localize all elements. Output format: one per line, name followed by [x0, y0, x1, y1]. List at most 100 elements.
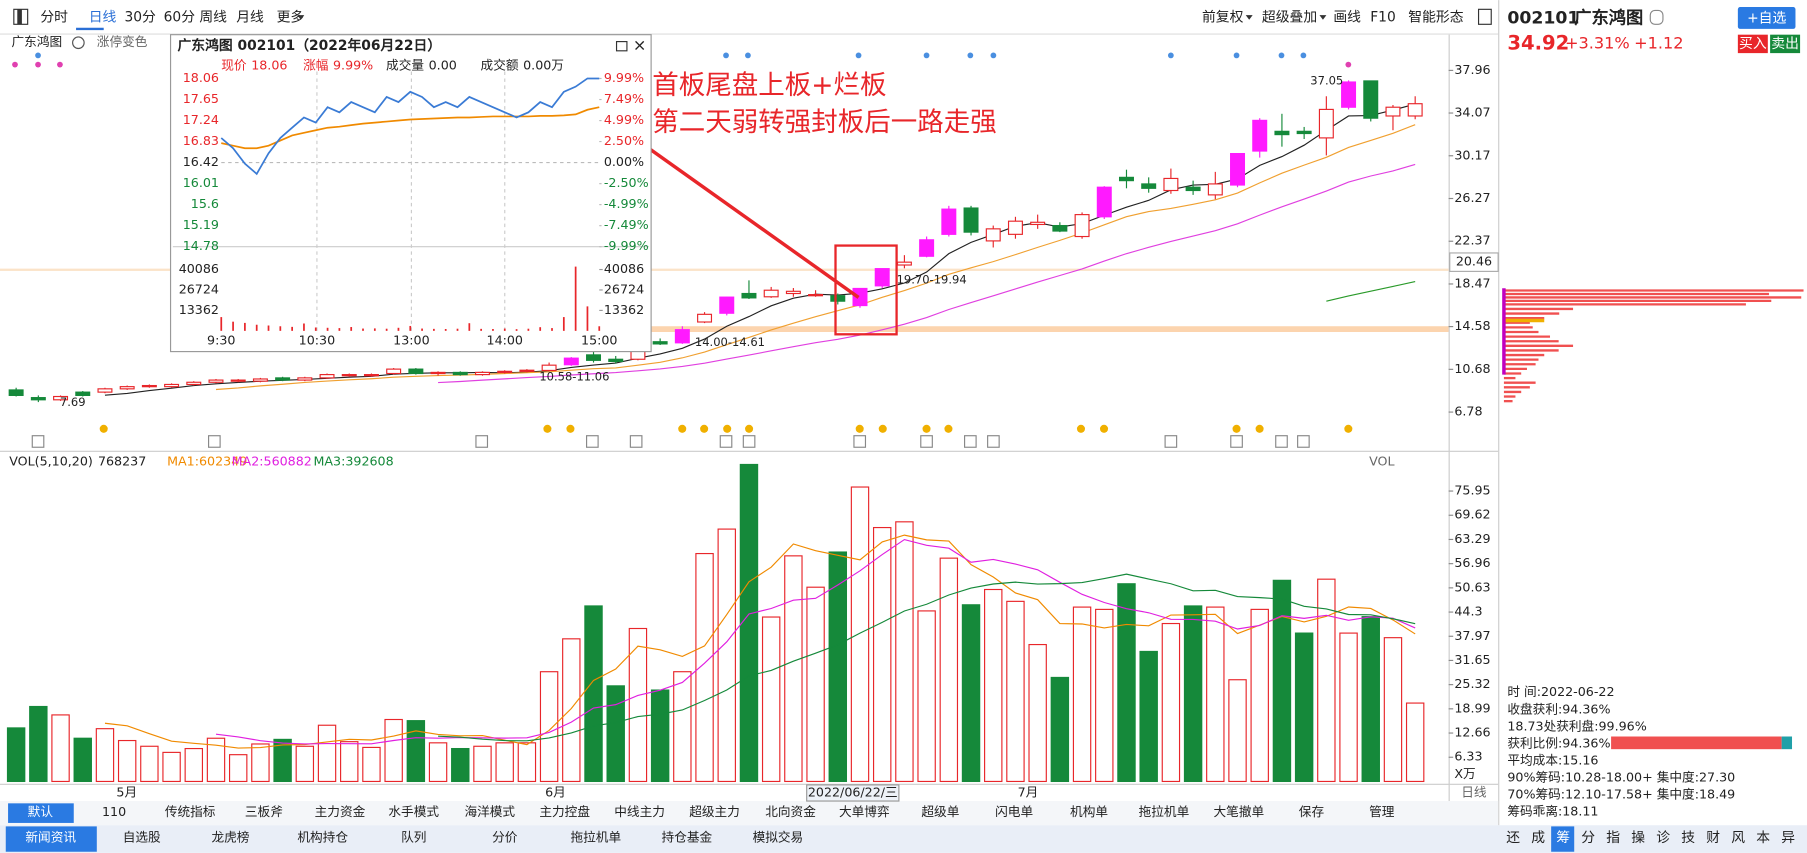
news-icon[interactable]	[1275, 435, 1288, 448]
news-icon[interactable]	[964, 435, 977, 448]
news-icon[interactable]	[987, 435, 1000, 448]
indicator-tab[interactable]: 管理	[1369, 804, 1395, 819]
indicator-tab[interactable]: 主力资金	[315, 804, 366, 819]
period-tab[interactable]: 60分	[164, 9, 196, 25]
watch-label[interactable]: +自选	[1747, 11, 1786, 27]
y-tick-label: 69.62	[1454, 507, 1490, 522]
indicator-tab[interactable]: 海洋模式	[464, 804, 515, 819]
news-icon[interactable]	[31, 435, 45, 448]
bottom-tab[interactable]: 拖拉机单	[570, 829, 621, 844]
news-icon[interactable]	[208, 435, 221, 448]
volume-bar	[1139, 650, 1158, 783]
side-tab[interactable]: 诊	[1656, 830, 1670, 846]
sell-button[interactable]	[1770, 34, 1801, 54]
indicator-tab[interactable]: 传统指标	[165, 804, 216, 819]
side-tab[interactable]: 指	[1606, 830, 1620, 846]
dropdown-icon[interactable]	[72, 36, 85, 50]
vol-tick-label: 13362	[179, 302, 219, 317]
side-tab[interactable]: 异	[1781, 830, 1795, 846]
candle-body	[652, 341, 668, 345]
indicator-tab[interactable]: 110	[102, 804, 126, 819]
tool-button[interactable]: F10	[1370, 9, 1396, 25]
news-icon[interactable]	[475, 435, 489, 448]
field-value: 18.06	[251, 57, 287, 72]
period-tab[interactable]: 日线	[89, 9, 117, 25]
y2-tick-label: 2.50%	[604, 133, 644, 148]
indicator-tab[interactable]: 大单博弈	[839, 804, 890, 819]
news-icon[interactable]	[1297, 435, 1310, 448]
volume-bar	[1050, 676, 1070, 783]
news-icon[interactable]	[920, 435, 933, 448]
side-tab[interactable]: 风	[1731, 830, 1745, 846]
y-tick-label: 16.83	[183, 133, 219, 148]
panel-icon[interactable]	[1477, 8, 1492, 25]
tool-button[interactable]: 智能形态	[1408, 9, 1463, 25]
indicator-tab[interactable]: 三板斧	[245, 804, 283, 819]
field-label: 成交量	[386, 57, 424, 72]
y-tick-label: 37.96	[1454, 62, 1490, 77]
buy-label[interactable]: 买入	[1739, 36, 1767, 52]
popup-close[interactable]: ×	[633, 36, 647, 55]
period-tab[interactable]: 分时	[40, 9, 68, 25]
candle-body	[741, 292, 757, 299]
watch-button[interactable]	[1737, 7, 1796, 29]
bottom-tab[interactable]: 分价	[492, 829, 518, 844]
y-tick-label: 16.42	[183, 154, 219, 169]
side-tab[interactable]: 本	[1756, 830, 1770, 846]
volume-bar	[1028, 643, 1047, 783]
indicator-tab[interactable]: 闪电单	[995, 804, 1033, 819]
news-icon[interactable]	[1230, 435, 1243, 448]
indicator-tab[interactable]: 水手模式	[388, 804, 439, 819]
period-tab[interactable]: 月线	[236, 9, 264, 25]
tool-button[interactable]: 画线	[1333, 9, 1361, 25]
candle-body	[1341, 81, 1357, 108]
side-tab[interactable]: 还	[1506, 830, 1520, 846]
bottom-tab[interactable]: 持仓基金	[662, 829, 713, 844]
indicator-tab[interactable]: 超级主力	[689, 804, 740, 819]
period-tab[interactable]: 周线	[199, 9, 227, 25]
indicator-tab[interactable]: 中线主力	[614, 804, 665, 819]
bottom-tab[interactable]: 自选股	[123, 829, 161, 844]
indicator-tab[interactable]: 机构单	[1070, 804, 1108, 819]
news-icon[interactable]	[1164, 435, 1178, 448]
side-tab[interactable]: 技	[1681, 830, 1695, 846]
indicator-tab[interactable]: 主力控盘	[539, 804, 590, 819]
side-tab[interactable]: 筹	[1556, 829, 1570, 846]
bottom-tab[interactable]: 龙虎榜	[212, 829, 250, 844]
side-tab[interactable]: 分	[1581, 830, 1595, 846]
tool-button[interactable]: 前复权	[1202, 8, 1244, 25]
chart-option[interactable]: 涨停变色	[97, 34, 148, 49]
indicator-tab[interactable]: 默认	[28, 804, 54, 819]
period-tab[interactable]: 30分	[124, 9, 156, 25]
buy-button[interactable]	[1737, 34, 1768, 54]
sell-label[interactable]: 卖出	[1771, 36, 1799, 52]
bottom-tab[interactable]: 模拟交易	[753, 829, 804, 844]
news-icon[interactable]	[586, 435, 599, 448]
tool-button[interactable]: 超级叠加	[1262, 9, 1317, 25]
ma-line	[1326, 280, 1416, 302]
news-icon[interactable]	[719, 435, 733, 448]
bottom-tab[interactable]: 队列	[401, 829, 426, 844]
indicator-tab[interactable]: 保存	[1299, 804, 1325, 819]
volume-bar	[1272, 579, 1292, 783]
side-tab[interactable]: 财	[1706, 830, 1720, 846]
period-tab[interactable]: 更多	[277, 8, 305, 25]
indicator-tab[interactable]: 北向资金	[765, 804, 816, 819]
indicator-tab[interactable]: 拖拉机单	[1139, 804, 1190, 819]
bottom-tab[interactable]: 新闻资讯	[25, 829, 76, 844]
popup-min[interactable]	[615, 41, 628, 52]
news-icon[interactable]	[629, 435, 643, 448]
indicator-tab[interactable]: 大笔撤单	[1214, 804, 1265, 819]
star-marker	[1099, 424, 1109, 433]
candle-body	[1030, 221, 1046, 226]
indicator-tab[interactable]: 超级单	[921, 804, 959, 819]
bottom-tab[interactable]: 机构持仓	[297, 829, 348, 844]
x-label: 2022/06/22/三	[808, 784, 898, 799]
side-tab[interactable]: 成	[1531, 830, 1545, 846]
alert-icon[interactable]	[1649, 9, 1664, 25]
side-tab[interactable]: 操	[1631, 830, 1645, 846]
news-icon[interactable]	[742, 435, 756, 448]
candle-body	[763, 289, 779, 298]
popup-title: 广东鸿图 002101（2022年06月22日）	[177, 37, 441, 54]
news-icon[interactable]	[853, 435, 867, 448]
